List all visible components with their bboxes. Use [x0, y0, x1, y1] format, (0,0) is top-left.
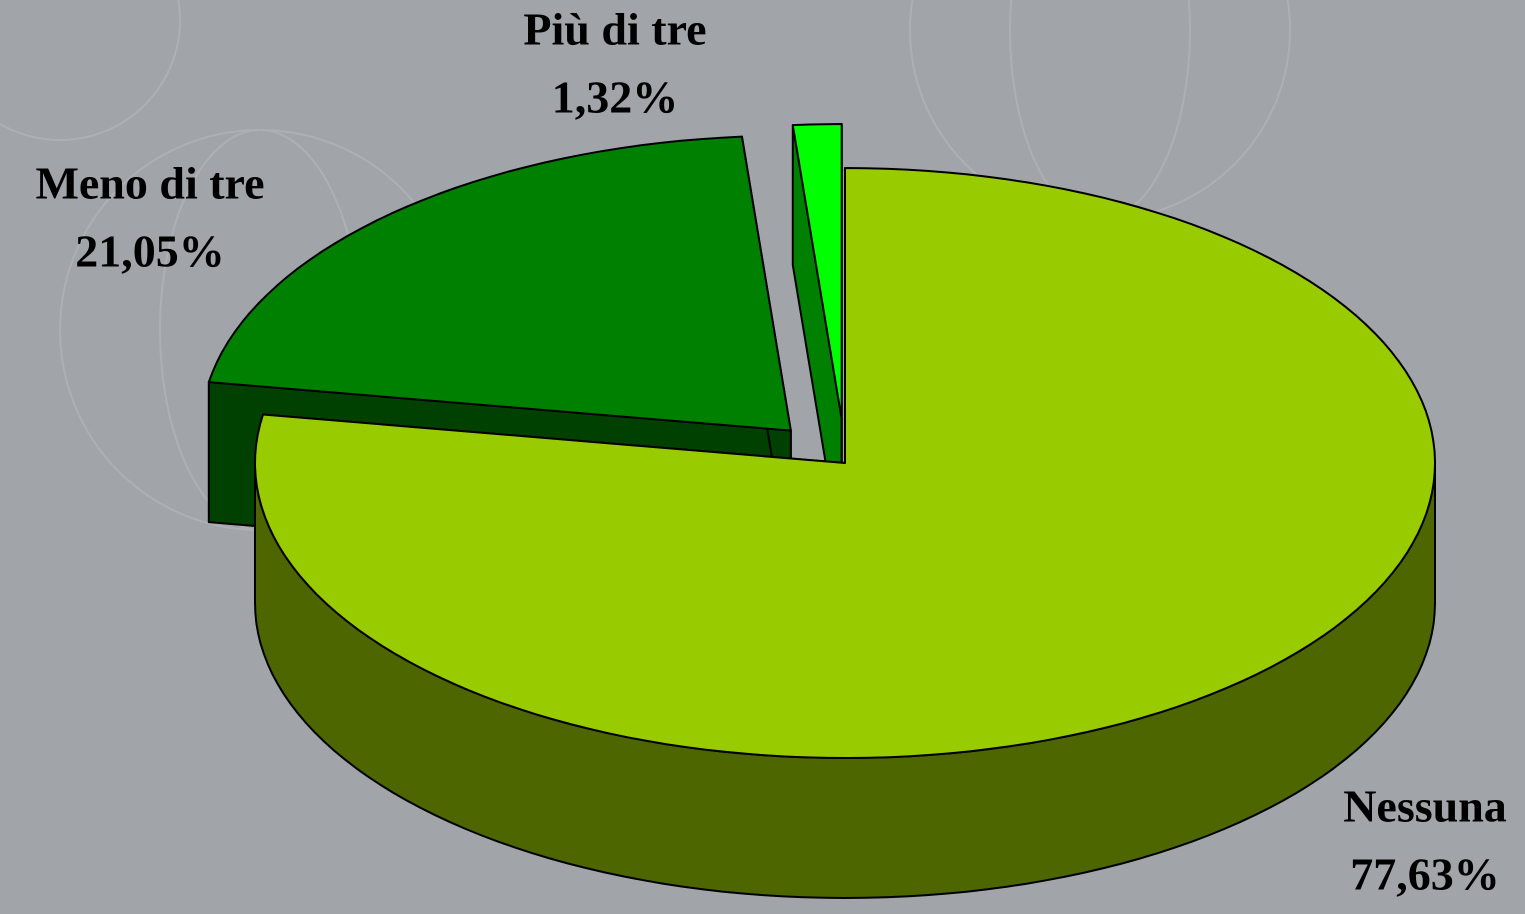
value-label: 21,05% [75, 226, 225, 277]
chart: Nessuna 77,63% Meno di tre 21,05% Più di tre… [0, 0, 1525, 914]
slice-label: Nessuna [1343, 781, 1507, 832]
value-label: 77,63% [1350, 849, 1500, 900]
slice-label: Più di tre [523, 4, 706, 55]
slice-label: Meno di tre [35, 158, 264, 209]
slice [209, 137, 791, 431]
value-label: 1,32% [552, 72, 679, 123]
page: Nessuna 77,63% Meno di tre 21,05% Più di tre… [0, 0, 1525, 914]
